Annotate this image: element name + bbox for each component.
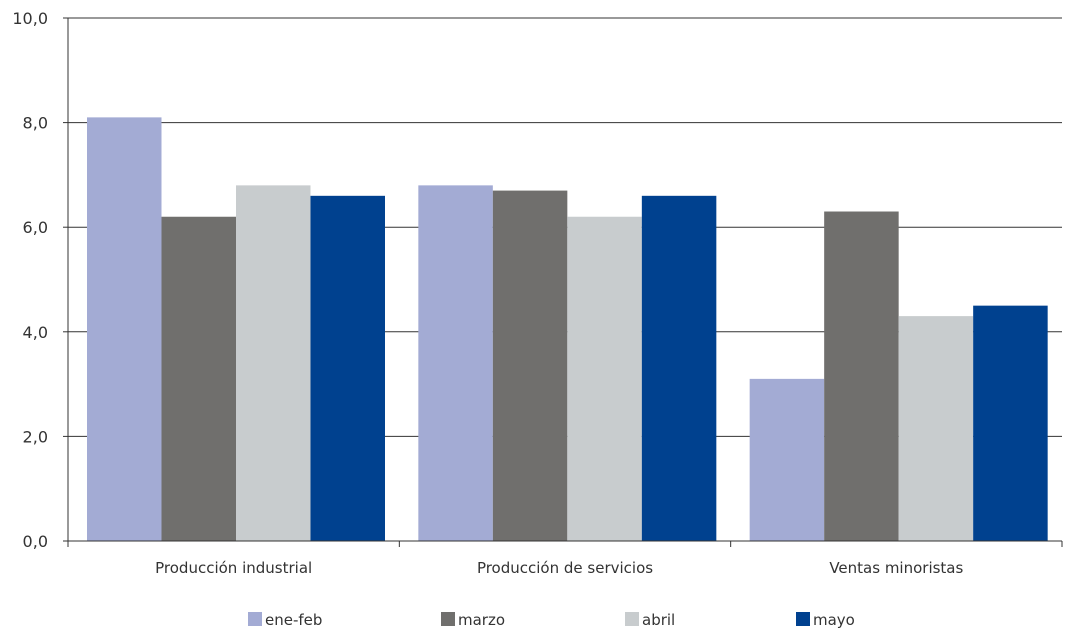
legend: ene-feb marzo abril mayo [248, 611, 855, 628]
bar-abril-3 [898, 316, 974, 541]
legend-label-mayo: mayo [813, 611, 855, 628]
category-label: Producción industrial [155, 559, 312, 577]
bar-mayo-2 [641, 195, 717, 541]
legend-label-ene-feb: ene-feb [265, 611, 322, 628]
y-tick-label: 0,0 [23, 532, 48, 551]
bar-marzo-1 [161, 216, 236, 542]
bar-abril-1 [236, 185, 311, 542]
y-tick-labels: 0,0 2,0 4,0 6,0 8,0 10,0 [12, 9, 48, 551]
bar-mayo-1 [310, 195, 385, 541]
bar-ene-feb-2 [418, 185, 493, 542]
bar-marzo-2 [492, 190, 568, 541]
legend-label-marzo: marzo [458, 611, 505, 628]
legend-label-abril: abril [642, 611, 675, 628]
bar-ene-feb-1 [87, 117, 162, 542]
category-labels: Producción industrial Producción de servi… [155, 559, 963, 577]
legend-swatch-ene-feb [248, 612, 262, 626]
category-label: Producción de servicios [477, 559, 653, 577]
bar-mayo-3 [973, 305, 1048, 541]
legend-swatch-abril [625, 612, 639, 626]
y-tick-label: 2,0 [23, 427, 48, 446]
category-label: Ventas minoristas [829, 559, 963, 577]
bar-abril-2 [567, 216, 642, 542]
bar-ene-feb-3 [749, 378, 825, 541]
y-tick-label: 8,0 [23, 114, 48, 133]
legend-swatch-mayo [796, 612, 810, 626]
y-tick-label: 10,0 [12, 9, 48, 28]
bar-marzo-3 [824, 211, 899, 541]
y-tick-label: 4,0 [23, 323, 48, 342]
y-tick-label: 6,0 [23, 218, 48, 237]
legend-swatch-marzo [441, 612, 455, 626]
axes [63, 17, 1063, 547]
bars [87, 117, 1048, 542]
